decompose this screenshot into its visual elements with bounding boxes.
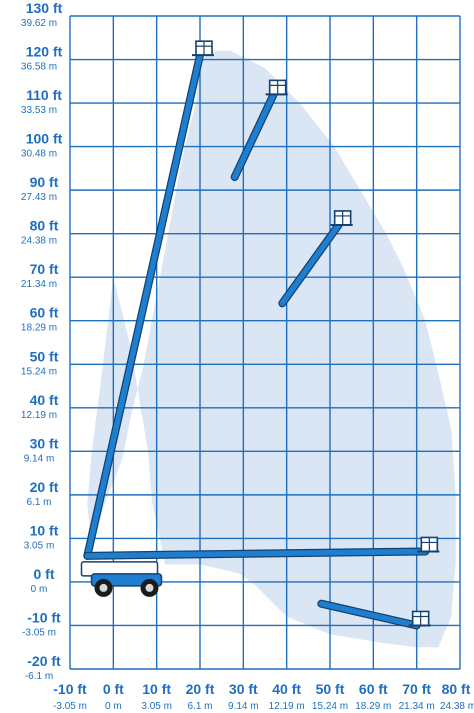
x-tick-label-m: 3.05 m: [141, 701, 172, 712]
x-tick-label-ft: 80 ft: [442, 681, 471, 697]
x-tick-label-m: 0 m: [105, 701, 122, 712]
wheel-hub: [145, 583, 154, 592]
y-tick-label-m: 9.14 m: [24, 453, 55, 464]
y-tick-label-m: 3.05 m: [24, 540, 55, 551]
y-tick-label-ft: 40 ft: [30, 392, 59, 408]
y-tick-label-ft: 130 ft: [26, 0, 63, 16]
machine-chassis: [80, 561, 163, 597]
y-tick-label-ft: 110 ft: [26, 87, 62, 103]
y-tick-label-ft: 60 ft: [30, 305, 59, 321]
x-tick-label-ft: 10 ft: [142, 681, 171, 697]
y-tick-label-m: -6.1 m: [25, 671, 53, 682]
boom-below-grade: [317, 599, 431, 630]
x-tick-label-m: 12.19 m: [269, 701, 305, 712]
boom-positions: [83, 40, 440, 630]
y-tick-label-ft: -10 ft: [27, 609, 61, 625]
x-tick-label-ft: 0 ft: [103, 681, 124, 697]
y-tick-label-m: 24.38 m: [21, 236, 57, 247]
x-tick-label-ft: 40 ft: [272, 681, 301, 697]
y-tick-label-ft: 120 ft: [26, 44, 63, 60]
boom-upper-outreach: [230, 79, 288, 182]
x-axis-labels: -10 ft -3.05 m 0 ft 0 m 10 ft 3.05 m 20 ft 6.1 …: [53, 681, 474, 712]
y-tick-label-m: 30.48 m: [21, 149, 57, 160]
boom-full-height: [83, 40, 214, 560]
y-tick-label-ft: 0 ft: [34, 566, 55, 582]
x-tick-label-m: 15.24 m: [312, 701, 348, 712]
x-tick-label-ft: 20 ft: [186, 681, 215, 697]
x-tick-label-ft: 50 ft: [316, 681, 345, 697]
y-tick-label-ft: 30 ft: [30, 435, 59, 451]
y-tick-label-ft: 80 ft: [30, 218, 59, 234]
platform-basket: [417, 536, 440, 553]
y-tick-label-m: 39.62 m: [21, 18, 57, 29]
x-tick-label-m: 6.1 m: [187, 701, 212, 712]
x-tick-label-m: 9.14 m: [228, 701, 259, 712]
y-tick-label-m: 27.43 m: [21, 192, 57, 203]
y-tick-label-ft: -20 ft: [27, 653, 61, 669]
x-tick-label-m: 24.38 m: [440, 701, 474, 712]
y-tick-label-m: 12.19 m: [21, 410, 57, 421]
y-tick-label-ft: 100 ft: [26, 131, 63, 147]
x-tick-label-ft: 70 ft: [402, 681, 431, 697]
platform-basket: [192, 40, 214, 57]
x-tick-label-ft: -10 ft: [53, 681, 87, 697]
x-tick-label-m: 18.29 m: [355, 701, 391, 712]
y-tick-label-m: 15.24 m: [21, 366, 57, 377]
x-tick-label-ft: 60 ft: [359, 681, 388, 697]
wheel-hub: [99, 583, 108, 592]
y-tick-label-ft: 50 ft: [30, 348, 59, 364]
platform-basket: [330, 210, 353, 226]
y-axis-labels: 130 ft 39.62 m 120 ft 36.58 m 110 ft 33.53 m 1…: [21, 0, 63, 682]
y-tick-label-m: -3.05 m: [22, 627, 56, 638]
boom-horizontal: [83, 536, 440, 560]
x-tick-label-m: 21.34 m: [399, 701, 435, 712]
platform-basket: [265, 79, 288, 96]
y-tick-label-ft: 20 ft: [30, 479, 59, 495]
working-envelope: [87, 50, 456, 648]
y-tick-label-m: 33.53 m: [21, 105, 57, 116]
y-tick-label-ft: 10 ft: [30, 522, 59, 538]
y-tick-label-m: 6.1 m: [26, 497, 51, 508]
y-tick-label-ft: 90 ft: [30, 174, 59, 190]
y-tick-label-m: 18.29 m: [21, 323, 57, 334]
platform-basket: [408, 610, 431, 627]
y-tick-label-m: 36.58 m: [21, 62, 57, 73]
x-tick-label-ft: 30 ft: [229, 681, 258, 697]
boom-mid-outreach: [278, 210, 353, 308]
y-tick-label-m: 0 m: [31, 584, 48, 595]
y-tick-label-ft: 70 ft: [30, 261, 59, 277]
x-tick-label-m: -3.05 m: [53, 701, 87, 712]
y-tick-label-m: 21.34 m: [21, 279, 57, 290]
